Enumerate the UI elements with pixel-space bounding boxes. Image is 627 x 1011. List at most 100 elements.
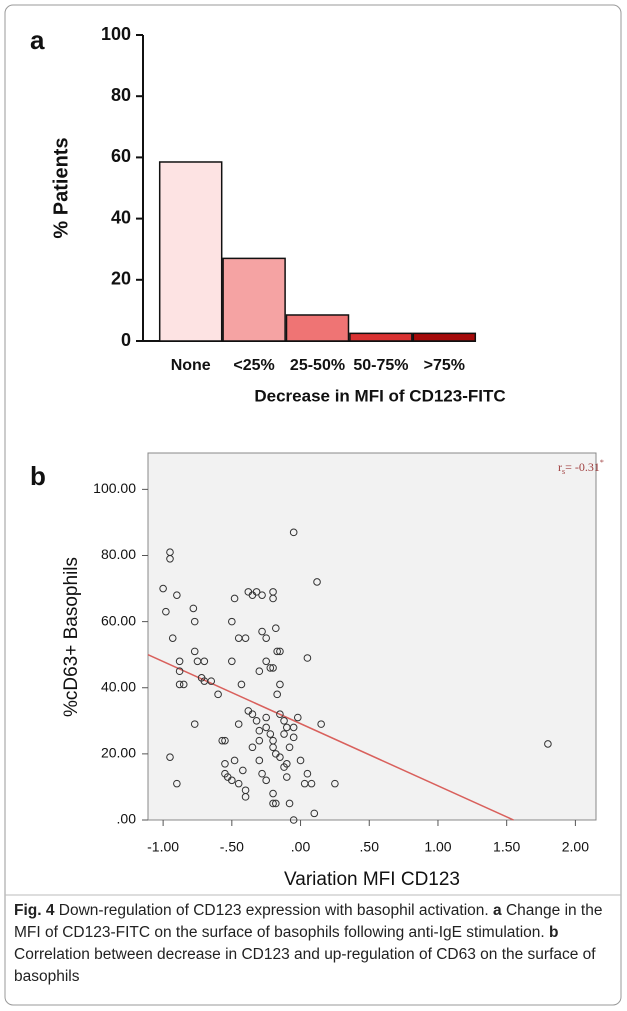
point <box>310 809 319 818</box>
point <box>159 584 167 593</box>
annotation-subscript: s <box>562 467 565 476</box>
point <box>303 654 312 662</box>
point <box>289 816 298 824</box>
point <box>239 766 247 775</box>
caption-panel: b <box>549 924 559 941</box>
point <box>273 690 281 699</box>
y-tick-label: 100.00 <box>93 480 136 496</box>
point <box>282 773 291 781</box>
plot-area <box>147 452 597 821</box>
point <box>276 710 284 718</box>
point <box>266 730 275 738</box>
point <box>237 680 246 689</box>
point <box>307 779 316 788</box>
bar <box>349 332 413 342</box>
point <box>221 759 229 768</box>
y-tick-label: 20 <box>111 269 131 289</box>
y-tick-label: 80.00 <box>101 546 136 562</box>
bar <box>222 257 286 342</box>
point <box>230 594 239 603</box>
panel-label: b <box>30 461 46 491</box>
point <box>214 690 222 699</box>
x-tick-label: >75% <box>424 357 465 374</box>
annotation: rs= -0.31* <box>558 458 604 476</box>
point <box>262 723 270 732</box>
point <box>189 604 198 613</box>
annotation-superscript: * <box>600 458 604 467</box>
point <box>282 759 291 768</box>
point <box>228 776 236 785</box>
x-tick-label: .50 <box>360 839 380 855</box>
point <box>241 793 250 801</box>
annotation-text: = -0.31 <box>565 460 600 474</box>
x-tick-label: None <box>171 357 211 374</box>
point <box>175 680 184 689</box>
annotation-symbol: r <box>558 460 562 474</box>
y-tick-label: 80 <box>111 85 131 105</box>
point <box>272 624 280 633</box>
point <box>252 717 261 725</box>
point <box>262 713 270 722</box>
point <box>269 664 277 672</box>
point <box>228 657 236 666</box>
x-tick-label: 25-50% <box>290 357 345 374</box>
point <box>289 528 298 537</box>
point <box>168 634 177 642</box>
caption-panel: a <box>493 902 502 919</box>
point <box>293 713 302 722</box>
y-tick-label: 100 <box>101 24 131 44</box>
point <box>276 753 284 761</box>
point <box>255 736 264 745</box>
point <box>280 717 288 725</box>
point <box>258 769 266 778</box>
point <box>258 627 266 636</box>
x-tick-label: 50-75% <box>353 357 408 374</box>
y-tick-label: 60 <box>111 146 131 166</box>
y-tick-label: 40.00 <box>101 678 136 694</box>
bar <box>158 161 223 342</box>
point <box>166 753 174 761</box>
point <box>173 779 181 788</box>
point <box>228 617 236 626</box>
y-tick-label: 0 <box>121 330 131 350</box>
frame <box>4 4 622 1006</box>
point <box>273 647 281 656</box>
point <box>262 657 270 666</box>
caption-text: Change in the MFI of CD123-FITC on the s… <box>14 902 603 941</box>
point <box>258 591 266 599</box>
point <box>234 779 243 788</box>
x-tick-label: .00 <box>291 839 311 855</box>
point <box>207 677 216 685</box>
caption-label: Fig. 4 <box>14 902 55 919</box>
x-tick-label: <25% <box>233 357 274 374</box>
point <box>303 769 312 778</box>
point <box>262 776 270 785</box>
point <box>269 743 277 752</box>
panel-label: a <box>30 25 45 55</box>
point <box>218 736 227 745</box>
x-tick-label: 2.00 <box>562 839 589 855</box>
y-tick-label: .00 <box>117 811 137 827</box>
x-tick-label: 1.50 <box>493 839 520 855</box>
point <box>266 664 275 672</box>
trendline <box>147 654 514 821</box>
point <box>190 720 199 728</box>
point <box>190 617 199 626</box>
point <box>230 756 239 765</box>
point <box>200 657 209 666</box>
x-tick-label: -.50 <box>220 839 244 855</box>
x-tick-label: -1.00 <box>147 839 179 855</box>
point <box>255 726 264 735</box>
x-axis-label: Decrease in MFI of CD123-FITC <box>254 386 505 405</box>
caption: Fig. 4 Down-regulation of CD123 expressi… <box>14 900 614 988</box>
point <box>173 591 181 599</box>
point <box>269 799 277 808</box>
point <box>248 710 257 718</box>
x-axis-label: Variation MFI CD123 <box>284 869 460 890</box>
point <box>175 657 184 666</box>
point <box>313 578 321 586</box>
point <box>262 634 270 642</box>
y-axis-label: %cD63+ Basophils <box>61 557 82 717</box>
